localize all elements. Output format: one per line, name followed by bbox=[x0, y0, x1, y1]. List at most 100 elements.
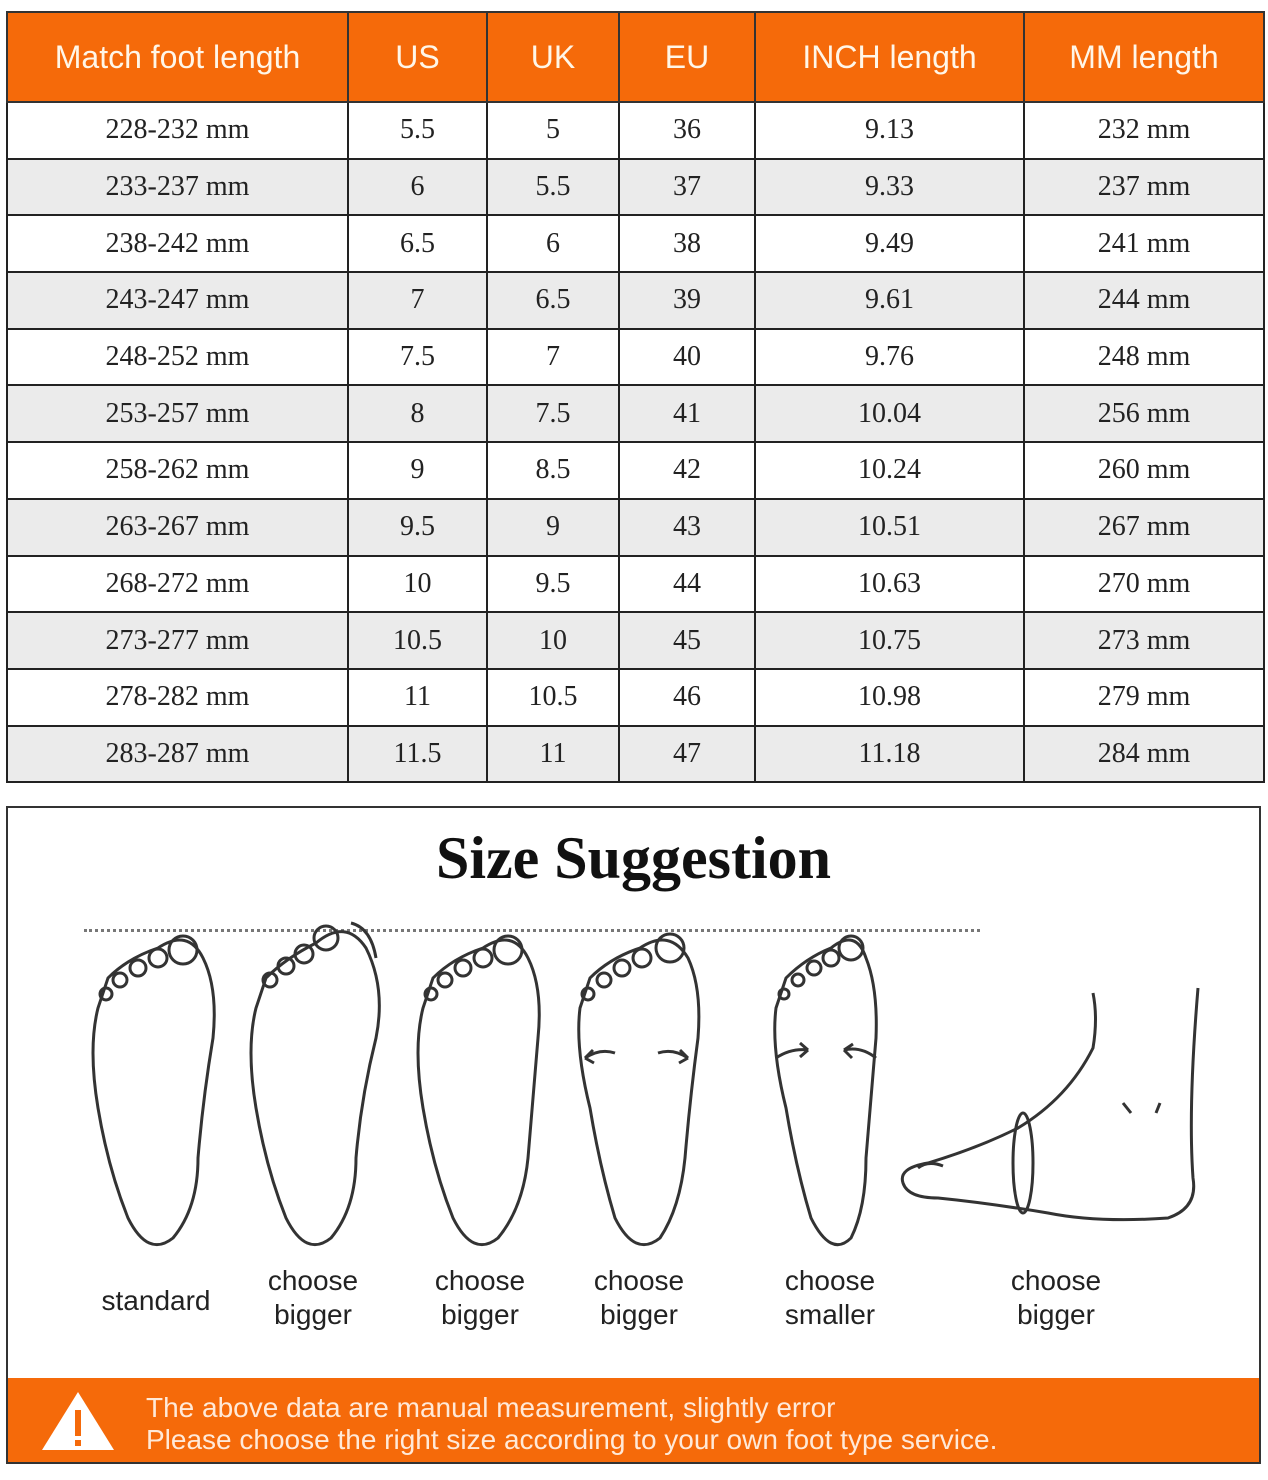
table-cell: 283-287 mm bbox=[6, 724, 349, 784]
label-high-instep: choose bigger bbox=[976, 1264, 1136, 1332]
table-cell: 47 bbox=[618, 724, 756, 784]
table-cell: 258-262 mm bbox=[6, 441, 349, 500]
table-cell: 6 bbox=[347, 157, 488, 217]
foot-high-instep-icon bbox=[900, 987, 1200, 1222]
table-row: 278-282 mm 11 10.5 46 10.98 279 mm bbox=[6, 667, 1265, 727]
table-cell: 40 bbox=[618, 327, 756, 387]
table-cell: 10.51 bbox=[754, 497, 1025, 557]
label-line: bigger bbox=[441, 1299, 519, 1330]
section-title: Size Suggestion bbox=[435, 825, 832, 891]
table-cell: 248 mm bbox=[1023, 327, 1265, 387]
table-cell: 45 bbox=[618, 611, 756, 670]
table-cell: 9.5 bbox=[486, 554, 620, 614]
table-cell: 38 bbox=[618, 214, 756, 274]
label-line: bigger bbox=[274, 1299, 352, 1330]
label-line: choose bbox=[1010, 1265, 1102, 1296]
size-chart-table: Match foot length US UK EU INCH length MM len… bbox=[6, 11, 1265, 784]
table-cell: 9.33 bbox=[754, 157, 1025, 217]
label-wide-toes: choose bigger bbox=[400, 1264, 560, 1332]
table-cell: 10.04 bbox=[754, 384, 1025, 444]
column-header: Match foot length bbox=[6, 11, 349, 103]
warning-triangle-icon bbox=[42, 1392, 114, 1450]
table-cell: 10.5 bbox=[486, 667, 620, 727]
table-cell: 7.5 bbox=[347, 327, 488, 387]
table-cell: 273-277 mm bbox=[6, 611, 349, 670]
foot-narrow-icon bbox=[773, 934, 878, 1247]
table-cell: 273 mm bbox=[1023, 611, 1265, 670]
table-cell: 37 bbox=[618, 157, 756, 217]
column-header: EU bbox=[618, 11, 756, 103]
table-cell: 6 bbox=[486, 214, 620, 274]
table-row: 253-257 mm 8 7.5 41 10.04 256 mm bbox=[6, 384, 1265, 444]
table-row: 263-267 mm 9.5 9 43 10.51 267 mm bbox=[6, 497, 1265, 557]
table-row: 243-247 mm 7 6.5 39 9.61 244 mm bbox=[6, 271, 1265, 330]
table-cell: 284 mm bbox=[1023, 724, 1265, 784]
table-cell: 267 mm bbox=[1023, 497, 1265, 557]
table-cell: 11.5 bbox=[347, 724, 488, 784]
foot-wide-icon bbox=[577, 932, 701, 1247]
table-cell: 9.5 bbox=[347, 497, 488, 557]
table-cell: 9.49 bbox=[754, 214, 1025, 274]
column-header: MM length bbox=[1023, 11, 1265, 103]
table-cell: 11 bbox=[486, 724, 620, 784]
table-cell: 9.61 bbox=[754, 271, 1025, 330]
label-narrow-foot: choose smaller bbox=[750, 1264, 910, 1332]
table-cell: 11 bbox=[347, 667, 488, 727]
table-row: 283-287 mm 11.5 11 47 11.18 284 mm bbox=[6, 724, 1265, 784]
notice-banner: The above data are manual measurement, s… bbox=[8, 1378, 1259, 1462]
table-cell: 7 bbox=[486, 327, 620, 387]
table-cell: 5.5 bbox=[486, 157, 620, 217]
table-cell: 10.63 bbox=[754, 554, 1025, 614]
label-line: choose bbox=[784, 1265, 876, 1296]
table-row: 268-272 mm 10 9.5 44 10.63 270 mm bbox=[6, 554, 1265, 614]
table-row: 258-262 mm 9 8.5 42 10.24 260 mm bbox=[6, 441, 1265, 500]
label-line: smaller bbox=[784, 1299, 876, 1330]
table-cell: 228-232 mm bbox=[6, 101, 349, 160]
label-line: choose bbox=[434, 1265, 526, 1296]
table-cell: 279 mm bbox=[1023, 667, 1265, 727]
notice-line: Please choose the right size according t… bbox=[146, 1424, 998, 1455]
table-cell: 241 mm bbox=[1023, 214, 1265, 274]
table-cell: 237 mm bbox=[1023, 157, 1265, 217]
notice-text: The above data are manual measurement, s… bbox=[146, 1392, 997, 1456]
table-cell: 9.13 bbox=[754, 101, 1025, 160]
table-cell: 7 bbox=[347, 271, 488, 330]
table-cell: 42 bbox=[618, 441, 756, 500]
table-cell: 10 bbox=[486, 611, 620, 670]
foot-standard-icon bbox=[91, 934, 216, 1247]
table-cell: 39 bbox=[618, 271, 756, 330]
column-header: INCH length bbox=[754, 11, 1025, 103]
toe-reference-line bbox=[84, 929, 980, 932]
table-cell: 263-267 mm bbox=[6, 497, 349, 557]
table-cell: 9.76 bbox=[754, 327, 1025, 387]
table-cell: 10 bbox=[347, 554, 488, 614]
label-line: bigger bbox=[600, 1299, 678, 1330]
table-cell: 278-282 mm bbox=[6, 667, 349, 727]
table-cell: 8.5 bbox=[486, 441, 620, 500]
table-row: 248-252 mm 7.5 7 40 9.76 248 mm bbox=[6, 327, 1265, 387]
foot-wide-toes-icon bbox=[416, 934, 541, 1247]
table-cell: 11.18 bbox=[754, 724, 1025, 784]
label-line: standard bbox=[101, 1285, 211, 1316]
column-header: UK bbox=[486, 11, 620, 103]
table-cell: 46 bbox=[618, 667, 756, 727]
table-row: 228-232 mm 5.5 5 36 9.13 232 mm bbox=[6, 101, 1265, 160]
table-cell: 10.5 bbox=[347, 611, 488, 670]
table-cell: 244 mm bbox=[1023, 271, 1265, 330]
table-cell: 41 bbox=[618, 384, 756, 444]
table-cell: 8 bbox=[347, 384, 488, 444]
table-cell: 10.98 bbox=[754, 667, 1025, 727]
table-cell: 238-242 mm bbox=[6, 214, 349, 274]
label-standard: standard bbox=[76, 1284, 236, 1318]
table-cell: 256 mm bbox=[1023, 384, 1265, 444]
label-line: choose bbox=[267, 1265, 359, 1296]
header-row: Match foot length US UK EU INCH length MM len… bbox=[6, 11, 1265, 103]
table-cell: 10.24 bbox=[754, 441, 1025, 500]
table-cell: 5 bbox=[486, 101, 620, 160]
table-cell: 232 mm bbox=[1023, 101, 1265, 160]
label-long-toe: choose bigger bbox=[233, 1264, 393, 1332]
table-cell: 7.5 bbox=[486, 384, 620, 444]
column-header: US bbox=[347, 11, 488, 103]
table-cell: 5.5 bbox=[347, 101, 488, 160]
table-row: 233-237 mm 6 5.5 37 9.33 237 mm bbox=[6, 157, 1265, 217]
